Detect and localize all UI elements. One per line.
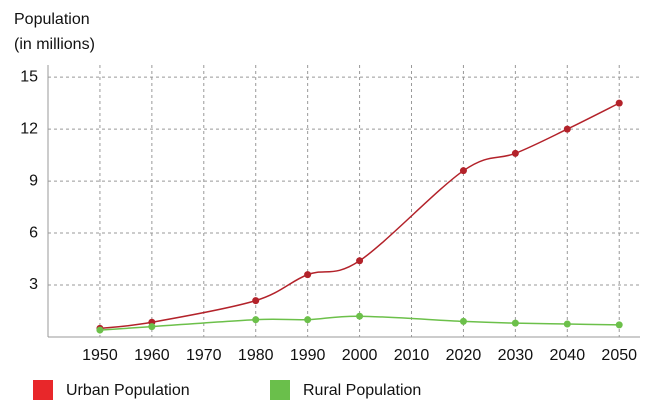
data-point [563,125,571,133]
data-point [356,312,364,320]
y-axis-label: (in millions) [14,36,95,53]
x-tick-label: 2000 [342,347,378,364]
x-tick-label: 2010 [394,347,430,364]
data-point [304,316,312,324]
data-point [96,326,104,334]
data-point [563,320,571,328]
y-tick-label: 9 [29,172,38,189]
data-point [511,319,519,327]
x-tick-label: 1970 [186,347,222,364]
legend-label: Urban Population [66,382,190,399]
y-axis-label: Population [14,11,90,28]
x-tick-label: 2040 [550,347,586,364]
y-tick-label: 3 [29,276,38,293]
data-point [304,271,312,279]
x-tick-label: 2030 [498,347,534,364]
x-tick-label: 1950 [82,347,118,364]
legend-label: Rural Population [303,382,421,399]
data-point [148,323,156,331]
data-point [615,321,623,329]
data-point [459,167,467,175]
x-tick-label: 1980 [238,347,274,364]
data-point [511,149,519,157]
data-point [615,99,623,107]
data-point [459,317,467,325]
y-tick-label: 15 [20,68,38,85]
data-point [356,257,364,265]
x-tick-label: 2020 [446,347,482,364]
legend-swatch [33,380,53,400]
data-point [252,297,260,305]
x-tick-label: 1960 [134,347,170,364]
x-tick-label: 1990 [290,347,326,364]
y-tick-label: 6 [29,224,38,241]
data-point [252,316,260,324]
x-tick-label: 2050 [601,347,637,364]
y-tick-label: 12 [20,120,38,137]
legend-swatch [270,380,290,400]
